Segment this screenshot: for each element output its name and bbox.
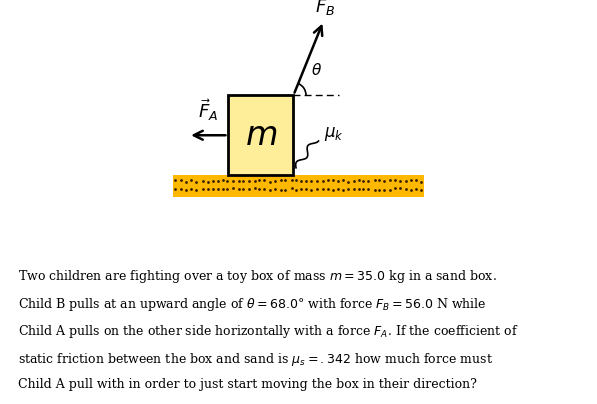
Text: static friction between the box and sand is $\mu_s = .342$ how much force must: static friction between the box and sand… <box>18 351 493 368</box>
Text: $\theta$: $\theta$ <box>311 62 322 78</box>
Text: Child A pull with in order to just start moving the box in their direction?: Child A pull with in order to just start… <box>18 379 477 391</box>
Text: $\vec{F}_B$: $\vec{F}_B$ <box>315 0 335 18</box>
Text: $m$: $m$ <box>245 119 277 152</box>
Text: Child B pulls at an upward angle of $\theta = 68.0$° with force $F_B = 56.0$ N w: Child B pulls at an upward angle of $\th… <box>18 296 487 313</box>
Bar <box>229 95 294 175</box>
Bar <box>173 175 424 197</box>
Text: $\mu_k$: $\mu_k$ <box>324 125 343 143</box>
Text: $\vec{F}_A$: $\vec{F}_A$ <box>198 97 219 123</box>
Text: Two children are fighting over a toy box of mass $m = 35.0$ kg in a sand box.: Two children are fighting over a toy box… <box>18 269 497 286</box>
Text: Child A pulls on the other side horizontally with a force $F_A$. If the coeffici: Child A pulls on the other side horizont… <box>18 324 519 341</box>
